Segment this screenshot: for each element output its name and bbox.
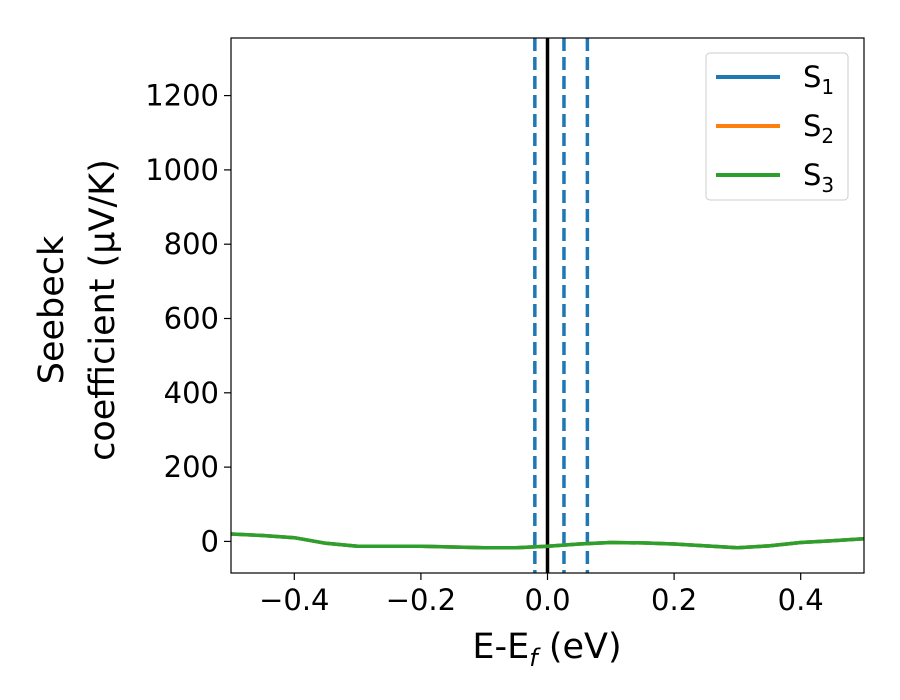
x-axis-title-unit: (eV) <box>538 627 622 667</box>
x-tick-label: 0.2 <box>651 583 697 617</box>
y-tick-label: 0 <box>201 524 219 558</box>
x-axis-title: E-Ef (eV) <box>472 627 621 672</box>
reference-lines <box>533 38 590 573</box>
y-tick-label: 800 <box>164 227 219 261</box>
y-tick-label: 400 <box>164 376 219 410</box>
y-axis-title-line1: Seebeck <box>32 235 72 384</box>
x-axis-title-main: E-E <box>472 627 529 667</box>
series-layer <box>231 532 864 550</box>
y-tick-label: 200 <box>164 450 219 484</box>
y-tick-label: 1200 <box>145 79 219 113</box>
y-axis-title: Seebeck coefficient (μV/K) <box>32 159 123 461</box>
y-tick-label: 600 <box>164 302 219 336</box>
y-tick-label: 1000 <box>145 153 219 187</box>
x-tick-label: 0.4 <box>778 583 824 617</box>
x-tick-label: 0.0 <box>524 583 570 617</box>
legend-label: S1 <box>803 60 834 99</box>
legend: S1 S2 S3 <box>705 52 849 201</box>
y-axis-ticks: 0 200 400 600 800 1000 1200 <box>145 79 231 558</box>
legend-label: S2 <box>803 109 834 148</box>
y-axis-title-line2: coefficient (μV/K) <box>83 159 123 461</box>
legend-label: S3 <box>803 158 834 197</box>
x-axis-ticks: −0.4 −0.2 0.0 0.2 0.4 <box>259 573 824 617</box>
x-tick-label: −0.4 <box>259 583 329 617</box>
series-line-s3 <box>231 532 864 550</box>
x-tick-label: −0.2 <box>386 583 456 617</box>
